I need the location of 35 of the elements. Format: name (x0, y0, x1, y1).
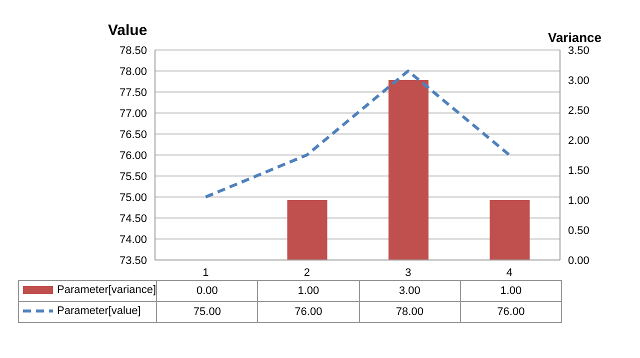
data-label: 0.00 (156, 280, 258, 302)
y2-tick-label: 1.50 (568, 164, 590, 177)
x-tick-label: 1 (202, 266, 209, 279)
y-tick-label: 73.50 (119, 254, 147, 267)
y-tick-label: 78.50 (119, 44, 147, 57)
data-label: 1.00 (258, 280, 360, 302)
y-tick-label: 77.00 (119, 108, 147, 120)
data-label: 75.00 (156, 302, 258, 322)
y-tick-label: 77.50 (119, 86, 147, 99)
data-label: 76.00 (460, 302, 562, 322)
y2-tick-label: 1.00 (568, 194, 590, 207)
y2-axis-title: Variance (548, 30, 602, 45)
x-tick-label: 3 (405, 266, 412, 279)
data-label: 3.00 (359, 280, 460, 302)
y2-tick-label: 2.00 (568, 134, 590, 147)
y-tick-label: 74.00 (119, 234, 147, 246)
legend-label: Parameter[variance] (57, 284, 156, 296)
data-label: 76.00 (258, 302, 360, 322)
y2-tick-label: 3.00 (568, 74, 590, 87)
legend-label: Parameter[value] (57, 305, 141, 317)
y-tick-label: 75.00 (119, 192, 147, 204)
y2-tick-label: 0.50 (568, 224, 590, 237)
y-tick-label: 78.00 (119, 66, 147, 78)
y2-tick-label: 2.50 (568, 104, 590, 117)
y-axis-title: Value (108, 22, 148, 39)
y-tick-label: 74.50 (119, 212, 147, 225)
x-tick-label: 2 (304, 266, 310, 279)
y-tick-label: 75.50 (119, 170, 147, 183)
x-tick-label: 4 (506, 266, 512, 279)
data-label: 1.00 (460, 280, 562, 302)
y-tick-label: 76.00 (119, 150, 147, 162)
y-tick-label: 76.50 (119, 128, 147, 141)
y2-tick-label: 3.50 (568, 44, 590, 57)
data-label: 78.00 (359, 302, 460, 322)
y2-tick-label: 0.00 (568, 254, 590, 267)
